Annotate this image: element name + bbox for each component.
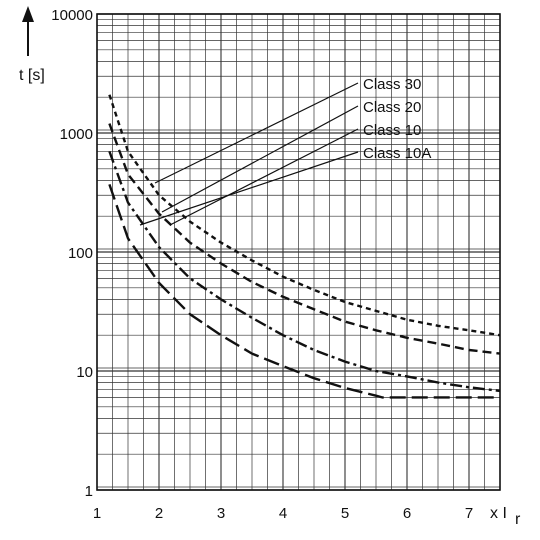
series-lines — [108, 94, 501, 399]
legend-label-class-10a: Class 10A — [363, 145, 431, 162]
legend-label-class-30: Class 30 — [363, 76, 421, 93]
legend-leader-class-30 — [154, 82, 359, 184]
legend-label-class-20: Class 20 — [363, 99, 421, 116]
y-tick-label: 10 — [76, 364, 93, 381]
legend-leader-class-10 — [169, 128, 359, 226]
y-tick-label: 1 — [85, 483, 93, 500]
series-line-class-30 — [108, 94, 501, 337]
legend-leader-class-10a — [139, 151, 359, 226]
x-tick-label: 4 — [279, 505, 287, 522]
x-axis-label: x I — [490, 505, 507, 522]
series-line-class-10a — [108, 184, 500, 399]
axes: 1 10 100 1000 10000 1 2 3 4 5 6 7 — [22, 6, 501, 522]
x-tick-label: 1 — [93, 505, 101, 522]
x-tick-label: 3 — [217, 505, 225, 522]
legend-label-class-10: Class 10 — [363, 122, 421, 139]
plot-frame — [96, 13, 501, 491]
y-tick-label: 100 — [68, 245, 93, 262]
x-tick-label: 5 — [341, 505, 349, 522]
y-tick-label: 10000 — [51, 7, 93, 24]
series-line-class-20 — [108, 123, 501, 355]
y-tick-label: 1000 — [60, 126, 93, 143]
x-tick-label: 2 — [155, 505, 163, 522]
legend: Class 30 Class 20 Class 10 Class 10A — [139, 76, 431, 226]
grid — [96, 13, 501, 491]
x-axis-label-subscript: r — [515, 511, 521, 528]
series-line-class-10 — [108, 150, 501, 393]
legend-leader-class-20 — [161, 105, 359, 213]
y-axis-label: t [s] — [19, 67, 45, 84]
x-tick-label: 6 — [403, 505, 411, 522]
x-tick-label: 7 — [465, 505, 473, 522]
y-axis-arrow-head — [22, 6, 34, 22]
